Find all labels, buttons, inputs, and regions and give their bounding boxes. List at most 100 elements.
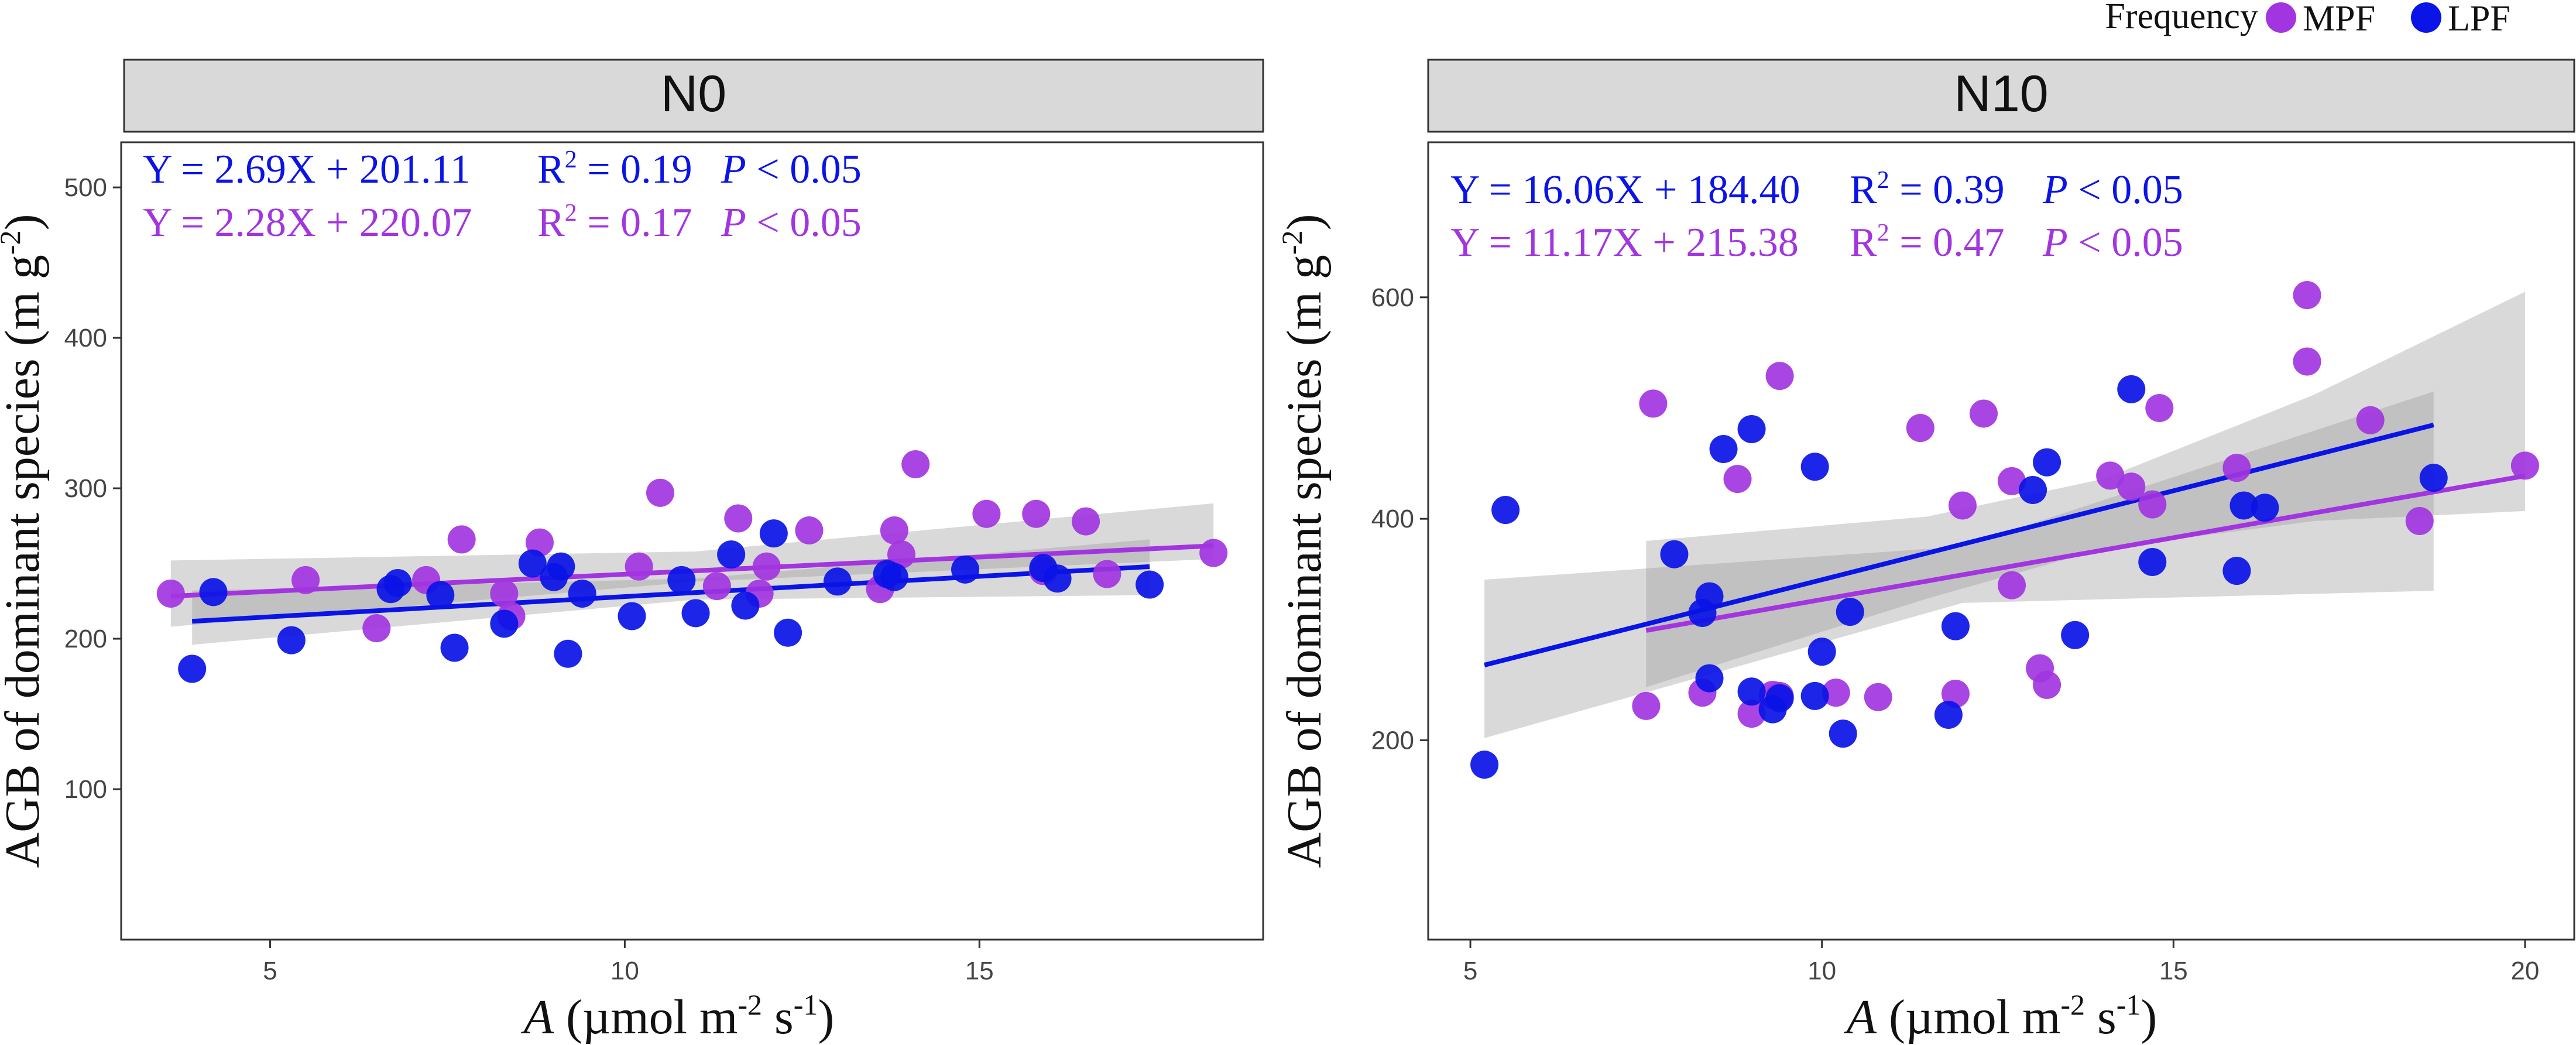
p-text-mpf-n0: P < 0.05 (721, 200, 862, 245)
point-mpf-n10 (1969, 399, 1998, 428)
ci-band-mpf-n10 (1646, 292, 2525, 687)
point-mpf-n0 (646, 478, 674, 507)
legend-title: Frequency (2105, 0, 2258, 36)
point-lpf-n10 (2229, 491, 2258, 520)
points-n10 (1470, 281, 2539, 779)
point-mpf-n0 (724, 504, 753, 533)
x-tick-label: 15 (2159, 957, 2188, 985)
point-mpf-n10 (1998, 467, 2026, 495)
point-mpf-n10 (1864, 683, 1892, 711)
ticks-n10: 5 10 15 20 200 400 600 (1371, 283, 2540, 985)
legend: Frequency MPF LPF (2105, 0, 2510, 39)
y-axis-label-n0: AGB of dominant species (m g-2) (0, 214, 50, 868)
ci-band-lpf-n10 (1484, 391, 2434, 738)
point-mpf-n10 (1948, 491, 1977, 520)
point-lpf-n0 (568, 579, 596, 608)
plot-area-n0 (120, 141, 1264, 941)
point-mpf-n0 (447, 525, 476, 554)
point-lpf-n10 (1660, 540, 1689, 568)
equation-mpf-n0: Y = 2.28X + 220.07 R2 = 0.17 P < 0.05 (143, 200, 862, 245)
p-text-mpf-n10: P < 0.05 (2042, 220, 2183, 265)
x-axis-label-n0: A (µmol m-2 s-1) (521, 988, 835, 1044)
point-lpf-n0 (731, 591, 760, 620)
point-mpf-n10 (2510, 451, 2539, 480)
x-tick-label: 15 (965, 957, 994, 985)
equation-mpf-n10: Y = 11.17X + 215.38 R2 = 0.47 P < 0.05 (1450, 220, 2183, 265)
point-mpf-n10 (1906, 414, 1934, 443)
strip-n0 (123, 59, 1264, 133)
point-lpf-n0 (717, 540, 746, 569)
point-mpf-n0 (625, 552, 653, 581)
point-mpf-n10 (2356, 406, 2385, 434)
point-mpf-n10 (1737, 700, 1766, 728)
point-lpf-n10 (1765, 684, 1794, 712)
x-axis-label-n10: A (µmol m-2 s-1) (1844, 988, 2157, 1044)
equation-text-lpf-n0: Y = 2.69X + 201.11 (143, 147, 471, 192)
p-text-lpf-n10: P < 0.05 (2042, 167, 2183, 213)
y-tick-label: 600 (1371, 283, 1414, 312)
plot-area-n10 (1427, 141, 2575, 941)
point-lpf-n0 (199, 578, 228, 607)
y-tick-label: 500 (64, 173, 107, 202)
point-mpf-n0 (1072, 507, 1100, 536)
legend-mpf-label: MPF (2303, 0, 2375, 39)
r2-text-lpf-n10: R2 = 0.39 (1850, 167, 2005, 213)
point-lpf-n10 (2138, 547, 2167, 576)
strip-n10 (1427, 59, 2575, 133)
point-lpf-n10 (1470, 751, 1499, 779)
point-lpf-n0 (681, 599, 710, 628)
point-mpf-n10 (2026, 654, 2054, 683)
x-tick-label: 20 (2510, 957, 2539, 985)
point-lpf-n10 (1800, 681, 1829, 710)
point-mpf-n0 (901, 450, 930, 478)
point-mpf-n10 (2293, 281, 2321, 310)
point-lpf-n10 (2033, 448, 2062, 477)
point-lpf-n10 (2061, 621, 2090, 649)
fit-line-lpf-n0 (191, 564, 1150, 624)
legend-mpf-swatch (2266, 2, 2296, 33)
equation-lpf-n10: Y = 16.06X + 184.40 R2 = 0.39 P < 0.05 (1450, 167, 2183, 213)
point-lpf-n10 (2251, 494, 2279, 522)
point-mpf-n0 (1199, 539, 1228, 567)
point-lpf-n10 (1941, 612, 1970, 640)
point-mpf-n0 (702, 572, 731, 601)
point-lpf-n0 (277, 626, 306, 655)
x-tick-label: 10 (610, 957, 639, 985)
point-lpf-n0 (823, 567, 852, 596)
ticks-n0: 5 10 15 100 200 300 400 500 (64, 173, 994, 985)
y-tick-label: 400 (64, 324, 107, 352)
point-mpf-n0 (490, 579, 519, 608)
point-lpf-n0 (383, 568, 412, 597)
point-lpf-n10 (1934, 700, 1963, 729)
y-tick-label: 200 (64, 625, 107, 653)
point-mpf-n0 (972, 499, 1001, 528)
y-tick-label: 100 (64, 775, 107, 804)
x-tick-label: 10 (1807, 957, 1836, 985)
strip-label-n10: N10 (1954, 64, 2048, 122)
r2-text-mpf-n10: R2 = 0.47 (1850, 220, 2005, 265)
point-mpf-n10 (1765, 362, 1794, 390)
point-mpf-n0 (795, 516, 824, 545)
y-tick-label: 200 (1371, 727, 1414, 755)
point-lpf-n0 (759, 519, 788, 548)
point-mpf-n0 (887, 540, 915, 569)
legend-lpf-label: LPF (2448, 0, 2510, 39)
legend-lpf-swatch (2411, 2, 2441, 33)
equation-lpf-n0: Y = 2.69X + 201.11 R2 = 0.19 P < 0.05 (143, 146, 862, 192)
equation-text-mpf-n10: Y = 11.17X + 215.38 (1450, 220, 1799, 265)
point-lpf-n10 (1737, 677, 1766, 706)
x-tick-label: 5 (1463, 957, 1477, 985)
point-mpf-n10 (1632, 691, 1661, 720)
point-lpf-n0 (547, 552, 575, 581)
point-lpf-n0 (880, 563, 908, 591)
equation-text-mpf-n0: Y = 2.28X + 220.07 (143, 200, 472, 245)
point-mpf-n10 (2096, 461, 2125, 490)
point-lpf-n0 (618, 602, 646, 631)
point-lpf-n10 (1695, 664, 1724, 693)
fit-line-lpf-n10 (1484, 423, 2434, 667)
point-lpf-n10 (1491, 496, 1520, 525)
point-mpf-n10 (1723, 465, 1752, 494)
point-mpf-n0 (291, 566, 320, 594)
point-mpf-n0 (880, 516, 908, 545)
